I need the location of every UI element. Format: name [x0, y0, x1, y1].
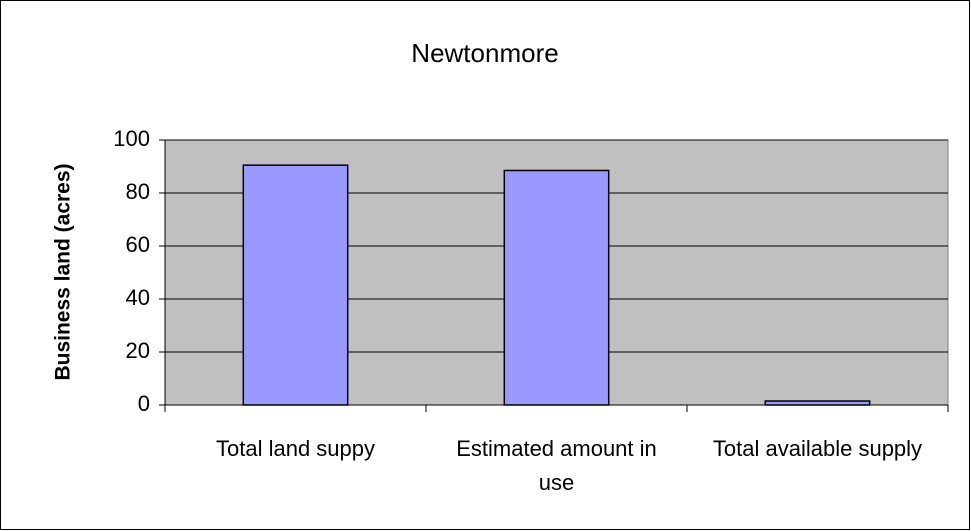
y-tick-label: 0	[138, 391, 150, 416]
bar	[503, 169, 610, 406]
y-tick-label: 40	[126, 285, 150, 310]
y-tick-label: 100	[113, 126, 150, 151]
x-tick-label: Estimated amount in use	[456, 436, 657, 495]
x-tick-label: Total land suppy	[216, 436, 375, 461]
y-tick-label: 80	[126, 179, 150, 204]
y-tick-label: 20	[126, 338, 150, 363]
bar	[764, 400, 871, 406]
bar	[242, 164, 349, 406]
x-tick-label: Total available supply	[712, 436, 923, 461]
y-axis-label: Business land (acres)	[52, 163, 75, 380]
chart-title: Newtonmore	[411, 38, 558, 68]
y-tick-label: 60	[126, 232, 150, 257]
